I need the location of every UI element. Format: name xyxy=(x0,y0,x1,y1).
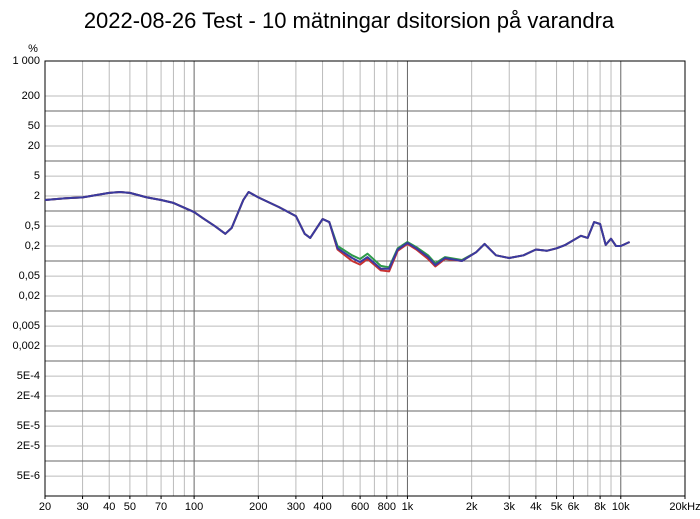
y-tick-label: 0,2 xyxy=(25,240,40,252)
x-tick-label: 50 xyxy=(124,501,136,513)
y-tick-label: 5 xyxy=(34,170,40,182)
x-tick-label: 40 xyxy=(103,501,115,513)
x-tick-label: 800 xyxy=(378,501,396,513)
x-tick-label: 8k xyxy=(594,501,606,513)
y-tick-label: 0,005 xyxy=(12,320,40,332)
y-tick-label: 1 000 xyxy=(12,55,40,67)
y-tick-label: 20 xyxy=(28,140,40,152)
x-tick-label: 100 xyxy=(185,501,203,513)
plot-area xyxy=(45,61,685,496)
plot-frame xyxy=(44,60,686,497)
y-tick-label: 5E-6 xyxy=(17,470,40,482)
y-tick-label: 5E-5 xyxy=(17,420,40,432)
series-line xyxy=(44,191,631,270)
x-tick-label: 200 xyxy=(249,501,267,513)
x-tick-label: 600 xyxy=(351,501,369,513)
y-tick-label: 2 xyxy=(34,190,40,202)
x-tick-label: 30 xyxy=(76,501,88,513)
x-tick-label: 70 xyxy=(155,501,167,513)
x-tick-label: 10k xyxy=(612,501,630,513)
x-tick-label: 1k xyxy=(402,501,414,513)
x-tick-label: 20kHz xyxy=(669,501,700,513)
x-tick-label: 3k xyxy=(503,501,515,513)
y-tick-label: 200 xyxy=(22,90,40,102)
y-tick-label: 0,5 xyxy=(25,220,40,232)
x-tick-label: 6k xyxy=(568,501,580,513)
y-tick-label: 2E-5 xyxy=(17,440,40,452)
x-tick-label: 5k xyxy=(551,501,563,513)
x-tick-label: 300 xyxy=(287,501,305,513)
y-tick-label: 5E-4 xyxy=(17,370,40,382)
x-tick-label: 4k xyxy=(530,501,542,513)
y-tick-label: 0,002 xyxy=(12,340,40,352)
y-tick-label: 0,02 xyxy=(19,290,40,302)
y-tick-label: 2E-4 xyxy=(17,390,40,402)
chart-title: 2022-08-26 Test - 10 mätningar dsitorsio… xyxy=(84,8,615,33)
y-unit: % xyxy=(28,43,38,55)
x-tick-label: 400 xyxy=(313,501,331,513)
x-tick-label: 2k xyxy=(466,501,478,513)
x-tick-label: 20 xyxy=(39,501,51,513)
y-tick-label: 0,05 xyxy=(19,270,40,282)
y-tick-label: 50 xyxy=(28,120,40,132)
